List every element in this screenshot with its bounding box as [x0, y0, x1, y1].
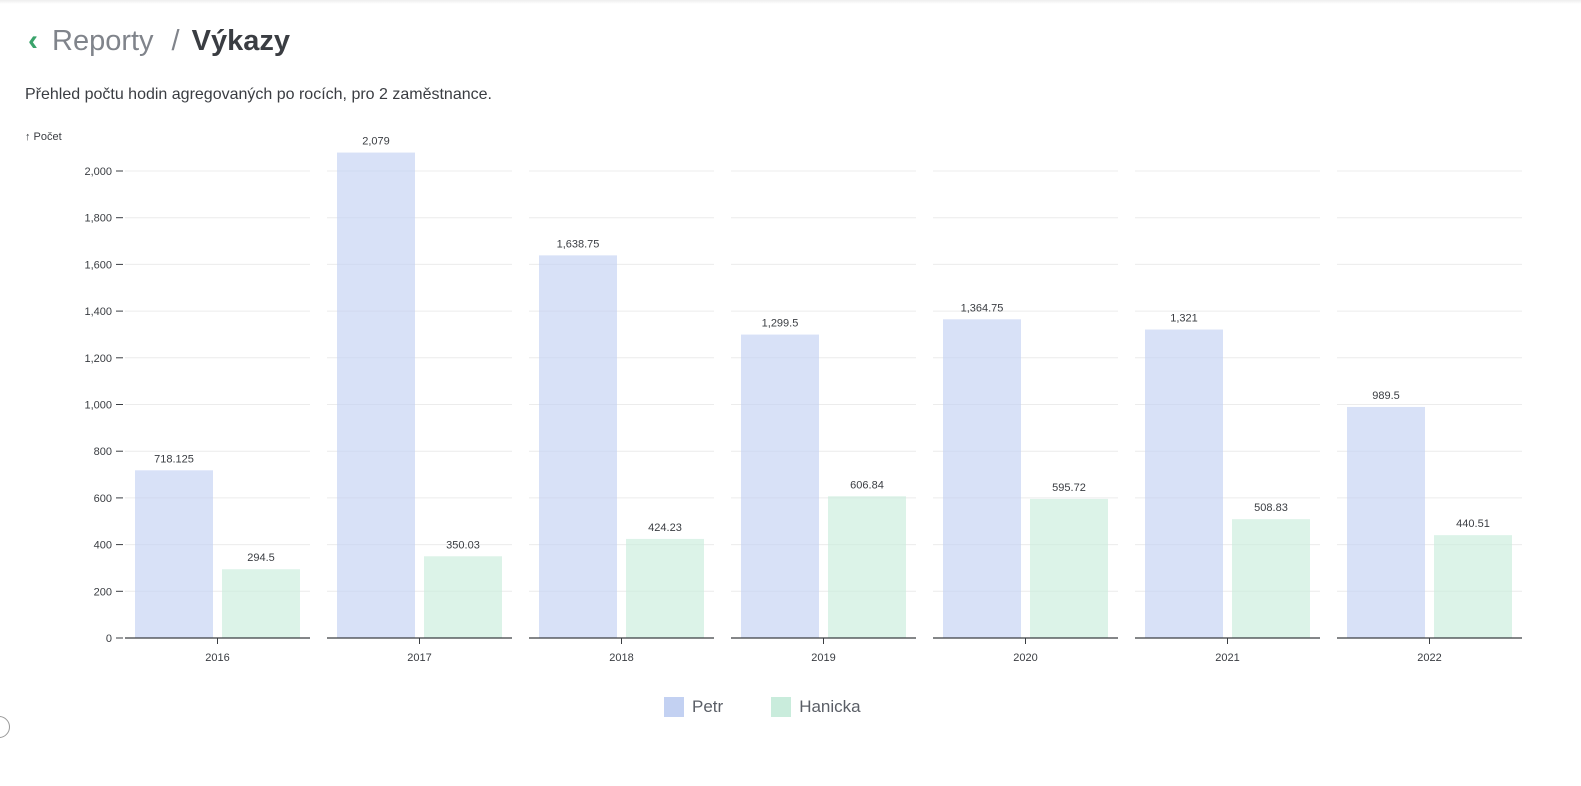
- data-label: 440.51: [1456, 518, 1490, 530]
- breadcrumb-parent[interactable]: Reporty: [52, 24, 154, 57]
- y-tick-label: 1,200: [84, 353, 112, 365]
- bar-hanicka-2019: [828, 496, 906, 638]
- data-label: 718.125: [154, 453, 194, 465]
- data-label: 989.5: [1372, 390, 1400, 402]
- x-tick-label: 2020: [1013, 652, 1037, 664]
- data-label: 1,364.75: [961, 302, 1004, 314]
- data-label: 424.23: [648, 522, 682, 534]
- x-tick-label: 2016: [205, 652, 229, 664]
- y-tick-label: 800: [94, 446, 112, 458]
- data-label: 508.83: [1254, 502, 1288, 514]
- bar-hanicka-2016: [222, 569, 300, 638]
- y-tick-label: 400: [94, 540, 112, 552]
- y-tick-label: 1,000: [84, 400, 112, 412]
- bar-petr-2016: [135, 470, 213, 638]
- data-label: 1,321: [1170, 313, 1198, 325]
- chevron-left-icon[interactable]: ‹: [28, 24, 38, 57]
- bar-hanicka-2017: [424, 556, 502, 638]
- bar-hanicka-2018: [626, 538, 704, 638]
- x-tick-label: 2021: [1215, 652, 1239, 664]
- x-tick-label: 2018: [609, 652, 633, 664]
- data-label: 606.84: [850, 479, 884, 491]
- bar-hanicka-2021: [1232, 519, 1310, 638]
- y-tick-label: 1,400: [84, 306, 112, 318]
- breadcrumb-separator: /: [171, 24, 180, 57]
- y-axis-label: ↑ Počet: [25, 131, 62, 143]
- top-shadow: [0, 0, 1581, 4]
- bar-petr-2020: [943, 319, 1021, 638]
- data-label: 595.72: [1052, 482, 1086, 494]
- legend-item-hanicka: Hanicka: [771, 697, 861, 717]
- bar-petr-2022: [1347, 406, 1425, 638]
- legend: Petr Hanicka: [664, 697, 861, 717]
- y-tick-label: 0: [106, 633, 112, 645]
- y-tick-label: 600: [94, 493, 112, 505]
- data-label: 350.03: [446, 539, 480, 551]
- legend-swatch: [771, 697, 792, 717]
- page-title: Výkazy: [191, 24, 290, 57]
- breadcrumb: ‹ Reporty / Výkazy: [28, 24, 290, 58]
- y-tick-label: 2,000: [84, 166, 112, 178]
- bar-petr-2019: [741, 334, 819, 638]
- data-label: 2,079: [362, 136, 390, 148]
- bar-petr-2018: [539, 255, 617, 638]
- bar-petr-2017: [337, 152, 415, 638]
- legend-swatch: [664, 697, 684, 717]
- bar-hanicka-2020: [1030, 498, 1108, 638]
- x-tick-label: 2022: [1417, 652, 1441, 664]
- legend-label: Hanicka: [799, 697, 861, 716]
- y-tick-label: 1,800: [84, 213, 112, 225]
- x-tick-label: 2017: [407, 652, 431, 664]
- data-label: 1,299.5: [762, 318, 799, 330]
- legend-label: Petr: [692, 697, 724, 716]
- y-tick-label: 1,600: [84, 259, 112, 271]
- bar-hanicka-2022: [1434, 535, 1512, 638]
- x-tick-label: 2019: [811, 652, 835, 664]
- bar-petr-2021: [1145, 329, 1223, 638]
- chart-description: Přehled počtu hodin agregovaných po rocí…: [25, 86, 492, 103]
- data-label: 294.5: [247, 552, 275, 564]
- data-label: 1,638.75: [557, 238, 600, 250]
- legend-item-petr: Petr: [664, 697, 723, 717]
- y-tick-label: 200: [94, 586, 112, 598]
